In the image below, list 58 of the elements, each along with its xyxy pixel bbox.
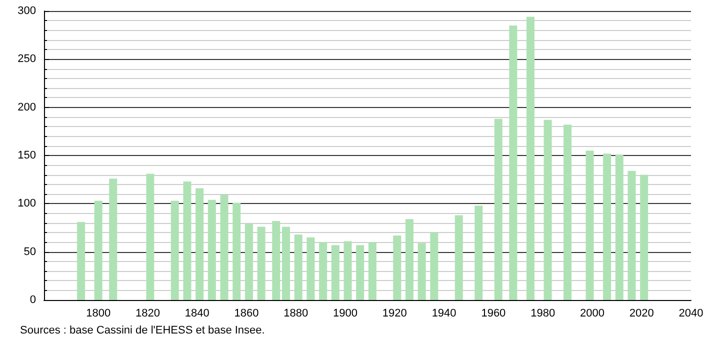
bar xyxy=(94,200,102,300)
x-tick-label: 2000 xyxy=(580,308,604,320)
x-tick-label: 1820 xyxy=(135,308,160,320)
bar xyxy=(196,188,204,300)
bar xyxy=(344,241,352,300)
bar xyxy=(586,150,594,300)
bar xyxy=(232,202,241,300)
bar xyxy=(306,237,315,300)
bar xyxy=(170,200,179,300)
bar xyxy=(544,120,552,300)
bar xyxy=(331,245,340,300)
bar xyxy=(564,124,572,300)
y-tick-label: 300 xyxy=(18,5,36,17)
y-tick-label: 100 xyxy=(18,198,36,210)
bar xyxy=(244,224,253,300)
bar xyxy=(640,174,648,300)
bar xyxy=(368,242,376,300)
y-tick-label: 0 xyxy=(30,294,36,306)
x-tick-label: 1980 xyxy=(530,308,556,320)
bar xyxy=(603,154,612,300)
bar xyxy=(526,16,534,300)
bar xyxy=(628,170,636,300)
bar xyxy=(282,226,290,300)
x-tick-label: 1920 xyxy=(382,308,407,320)
y-tick-label: 50 xyxy=(24,246,36,258)
x-tick-label: 1880 xyxy=(284,308,308,320)
y-tick-label: 150 xyxy=(18,150,36,162)
bar xyxy=(146,174,154,300)
bar xyxy=(474,206,483,300)
bar xyxy=(319,242,328,300)
bar xyxy=(77,222,86,300)
bar xyxy=(294,234,302,300)
y-tick-label: 250 xyxy=(18,53,36,66)
x-tick-label: 1840 xyxy=(184,308,210,320)
bar xyxy=(454,215,463,300)
x-tick-label: 1900 xyxy=(333,308,358,320)
x-tick-label: 2020 xyxy=(629,308,654,320)
x-tick-label: 1860 xyxy=(234,308,259,320)
x-tick-label: 2040 xyxy=(678,308,704,320)
x-tick-label: 1960 xyxy=(481,308,506,320)
bar xyxy=(356,245,364,300)
y-tick-label: 200 xyxy=(18,101,36,114)
source-note: Sources : base Cassini de l'EHESS et base Insee. xyxy=(20,324,265,336)
bar xyxy=(220,194,228,300)
bar xyxy=(183,182,192,300)
bar xyxy=(509,25,518,300)
bar xyxy=(405,219,414,300)
bar xyxy=(393,235,402,300)
bar xyxy=(430,232,438,300)
x-tick-label: 1940 xyxy=(432,308,456,320)
bar xyxy=(615,154,624,300)
bar xyxy=(109,178,118,300)
bar xyxy=(272,221,280,300)
bar xyxy=(208,200,216,300)
bar xyxy=(418,243,426,300)
x-tick-label: 1800 xyxy=(86,308,111,320)
bar xyxy=(257,226,266,300)
bar xyxy=(494,118,502,300)
